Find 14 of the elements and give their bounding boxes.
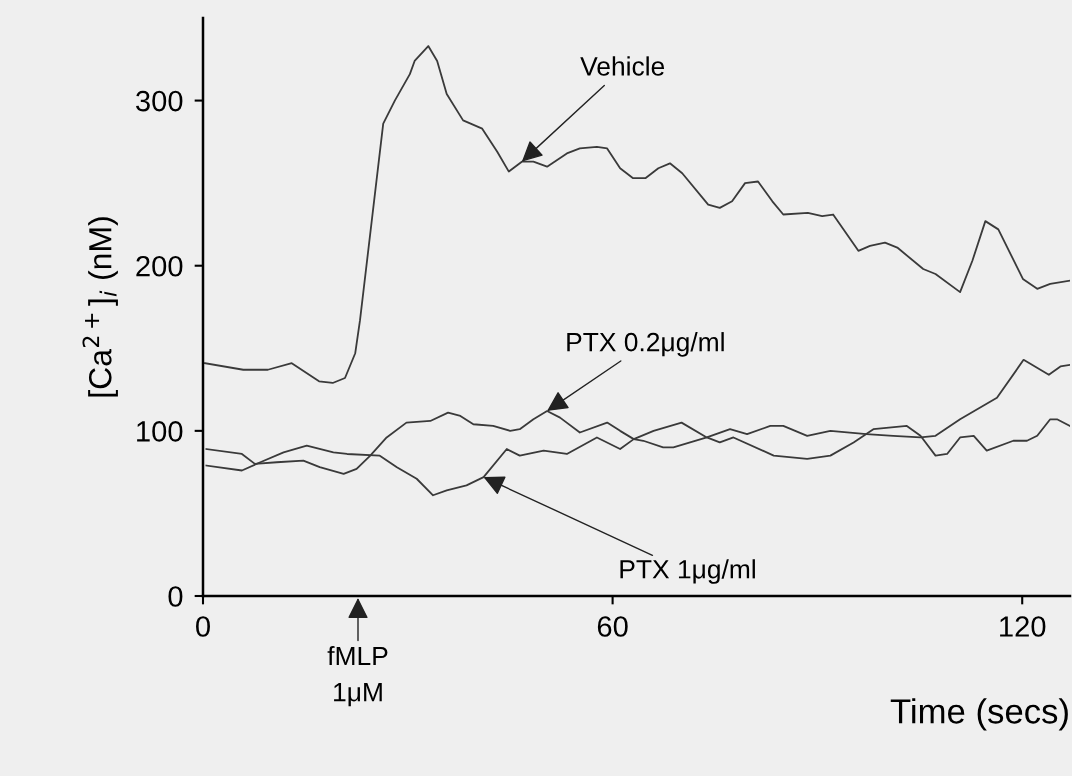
y-tick-label: 300 [136, 90, 183, 112]
y-tick-label: 200 [136, 255, 183, 277]
x-tick-label: 60 [597, 616, 628, 637]
text: fMLP 1μM [327, 646, 388, 707]
annotation: PTX 0.2μg/ml [567, 332, 724, 357]
y-axis-title: [Ca$^{2+}$]$_{i}$ (nM) [82, 217, 118, 397]
line-series [204, 45, 1070, 384]
x-axis-title: Time (secs) [890, 698, 1068, 731]
annotation: Vehicle [580, 56, 665, 76]
y-tick-label: 0 [168, 586, 183, 607]
x-tick-label: 0 [196, 616, 210, 637]
y-tick-label: 100 [137, 421, 183, 442]
x-tick-label: 120 [1000, 616, 1046, 637]
annotation: PTX 1μg/ml [620, 559, 755, 584]
